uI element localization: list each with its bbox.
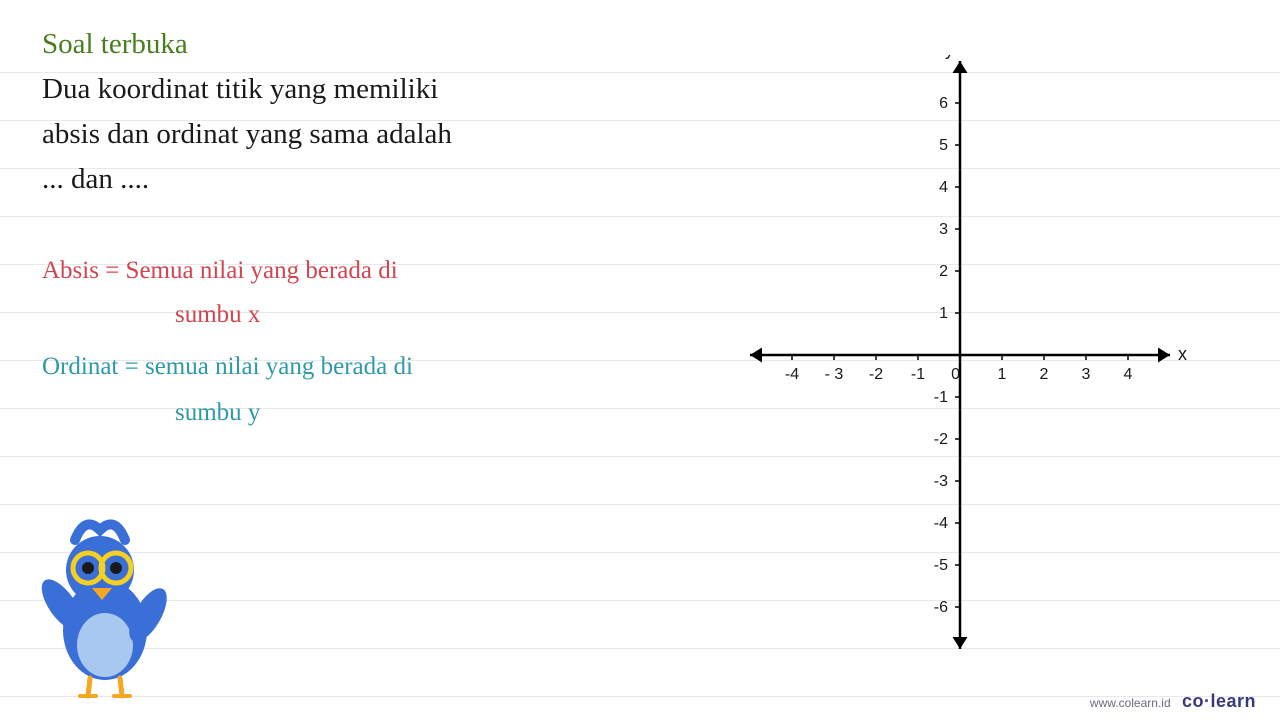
svg-text:-1: -1	[934, 389, 948, 406]
question-line-2: absis dan ordinat yang sama adalah	[42, 118, 452, 150]
svg-text:0: 0	[951, 366, 960, 383]
svg-text:3: 3	[939, 221, 948, 238]
svg-text:-6: -6	[934, 599, 948, 616]
svg-text:5: 5	[939, 137, 948, 154]
svg-text:2: 2	[1040, 366, 1049, 383]
svg-text:-2: -2	[869, 366, 883, 383]
handwriting-ordinat-1: Ordinat = semua nilai yang berada di	[42, 346, 413, 389]
handwriting-ordinat-2: sumbu y	[175, 392, 260, 435]
svg-text:-5: -5	[934, 557, 948, 574]
svg-text:-4: -4	[934, 515, 948, 532]
text-content: Soal terbuka Dua koordinat titik yang me…	[42, 28, 682, 202]
svg-text:3: 3	[1082, 366, 1091, 383]
svg-text:4: 4	[1124, 366, 1133, 383]
svg-text:2: 2	[939, 263, 948, 280]
question-text: Dua koordinat titik yang memiliki absis …	[42, 67, 682, 202]
svg-text:-2: -2	[934, 431, 948, 448]
svg-text:y: y	[945, 55, 954, 59]
svg-text:6: 6	[939, 95, 948, 112]
footer: www.colearn.id co·learn	[1090, 691, 1256, 712]
svg-text:-3: -3	[934, 473, 948, 490]
svg-text:-1: -1	[911, 366, 925, 383]
svg-text:1: 1	[939, 305, 948, 322]
heading: Soal terbuka	[42, 28, 682, 61]
svg-text:1: 1	[998, 366, 1007, 383]
mascot-bird	[20, 500, 180, 700]
handwriting-absis-1: Absis = Semua nilai yang berada di	[42, 250, 398, 293]
question-line-3: ... dan ....	[42, 163, 149, 195]
question-line-1: Dua koordinat titik yang memiliki	[42, 73, 438, 105]
svg-text:x: x	[1178, 344, 1187, 364]
svg-text:- 3: - 3	[825, 366, 844, 383]
handwriting-absis-2: sumbu x	[175, 294, 260, 337]
coordinate-chart: -4- 3-2-101234-6-5-4-3-2-1123456xy	[680, 55, 1250, 675]
footer-url: www.colearn.id	[1090, 696, 1171, 710]
svg-text:-4: -4	[785, 366, 799, 383]
svg-text:4: 4	[939, 179, 948, 196]
footer-brand: co·learn	[1182, 691, 1256, 711]
